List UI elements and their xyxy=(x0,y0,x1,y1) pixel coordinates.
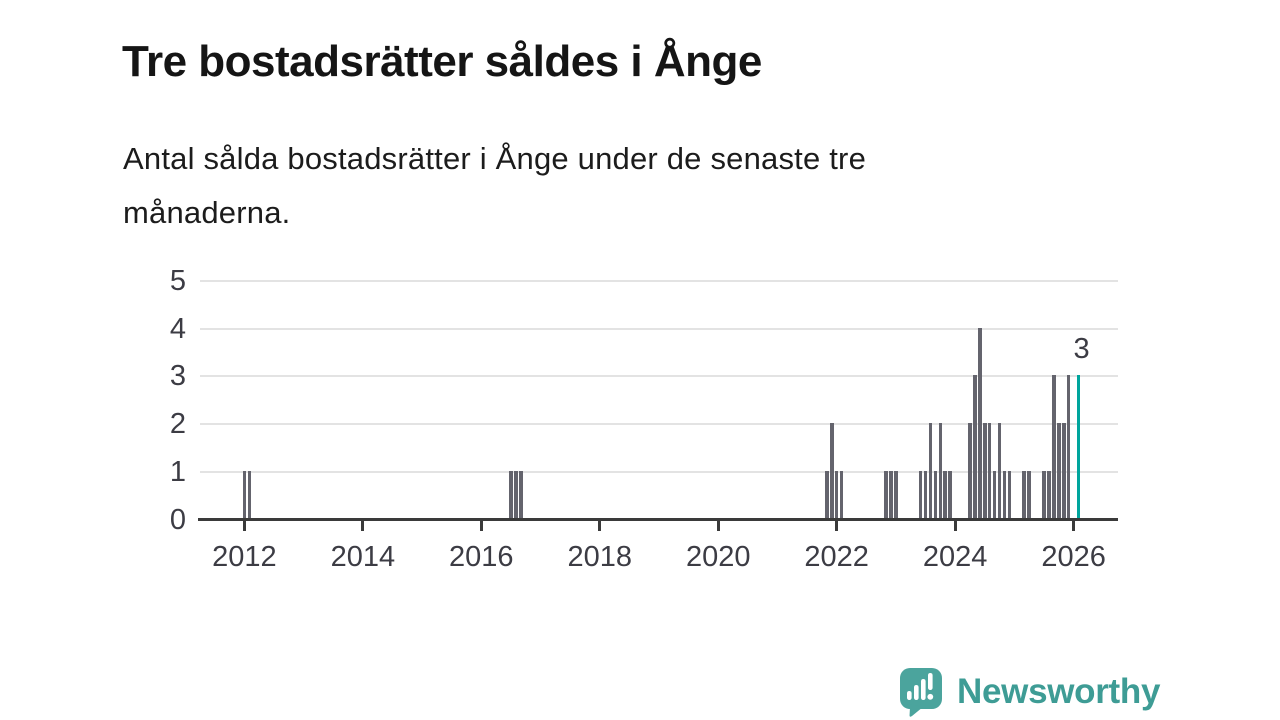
gridline xyxy=(200,423,1118,426)
bar xyxy=(943,470,948,519)
bar xyxy=(987,423,992,519)
brand-logo: Newsworthy xyxy=(898,666,1160,717)
bar xyxy=(948,470,952,519)
x-axis-tick-label: 2020 xyxy=(685,540,751,573)
highlighted-bar-value-label: 3 xyxy=(1073,333,1090,366)
bar xyxy=(928,423,933,519)
bar xyxy=(1066,375,1071,519)
chart-subtitle: Antal sålda bostadsrätter i Ånge under d… xyxy=(123,132,866,240)
x-axis-tick-label: 2016 xyxy=(449,540,514,573)
y-axis-tick-label: 5 xyxy=(169,265,186,297)
x-axis-tick xyxy=(479,521,483,531)
bar xyxy=(1056,423,1061,519)
bar xyxy=(247,470,252,519)
bar xyxy=(829,423,834,519)
bar xyxy=(514,470,518,519)
x-axis-tick xyxy=(361,521,365,531)
x-axis-tick-label: 2024 xyxy=(922,540,988,573)
bar xyxy=(1047,470,1051,519)
x-axis-tick-label: 2012 xyxy=(212,540,277,573)
brand-name: Newsworthy xyxy=(957,671,1161,711)
chart-subtitle-line-2: månaderna. xyxy=(123,195,291,230)
bar xyxy=(825,470,829,519)
x-axis-tick xyxy=(716,521,720,531)
x-axis-tick xyxy=(953,521,957,531)
bar xyxy=(1022,470,1027,519)
x-axis-tick-label: 2022 xyxy=(804,540,869,573)
bar xyxy=(973,375,977,519)
gridline xyxy=(200,375,1118,378)
gridline xyxy=(200,470,1118,473)
bar xyxy=(997,423,1002,519)
y-axis-tick-label: 3 xyxy=(169,360,186,393)
bar xyxy=(894,470,898,519)
bar xyxy=(834,470,839,519)
bar xyxy=(968,423,972,519)
bar xyxy=(889,470,893,519)
y-axis-tick-label: 2 xyxy=(169,408,186,441)
highlighted-bar xyxy=(1076,375,1081,519)
bar xyxy=(918,470,923,519)
bar xyxy=(978,327,982,519)
x-axis-tick-label: 2026 xyxy=(1041,540,1106,573)
bar xyxy=(938,423,943,519)
x-axis-tick xyxy=(1072,521,1076,531)
y-axis-tick-label: 0 xyxy=(169,503,186,536)
bar xyxy=(1027,470,1031,519)
bar xyxy=(1007,470,1012,519)
gridline xyxy=(200,327,1118,330)
bar xyxy=(982,423,987,519)
bar xyxy=(923,470,928,519)
x-axis-tick xyxy=(242,521,246,531)
bar xyxy=(1042,470,1046,519)
bar xyxy=(839,470,844,519)
bar xyxy=(1002,470,1007,519)
bar xyxy=(1052,375,1056,519)
x-axis-tick xyxy=(598,521,602,531)
bar xyxy=(933,470,938,519)
y-axis-tick-label: 1 xyxy=(169,455,186,488)
bar xyxy=(509,470,513,519)
x-axis-tick-label: 2014 xyxy=(330,540,396,573)
bar xyxy=(992,470,997,519)
bar xyxy=(242,470,247,519)
x-axis-tick-label: 2018 xyxy=(567,540,633,573)
chart-title: Tre bostadsrätter såldes i Ånge xyxy=(122,37,762,87)
bar xyxy=(1061,423,1066,519)
newsworthy-logo-icon xyxy=(900,668,942,717)
bar xyxy=(884,470,888,519)
chart-subtitle-line-1: Antal sålda bostadsrätter i Ånge under d… xyxy=(123,141,867,176)
gridline xyxy=(200,280,1118,282)
bar xyxy=(519,470,523,519)
y-axis-tick-label: 4 xyxy=(169,312,186,345)
x-axis-line xyxy=(198,518,1118,521)
bar-chart-plot-area: 0 1 2 3 4 5 2012 2014 2016 2018 2020 2022 2024 2026 3 xyxy=(170,265,1118,573)
x-axis-tick xyxy=(835,521,839,531)
